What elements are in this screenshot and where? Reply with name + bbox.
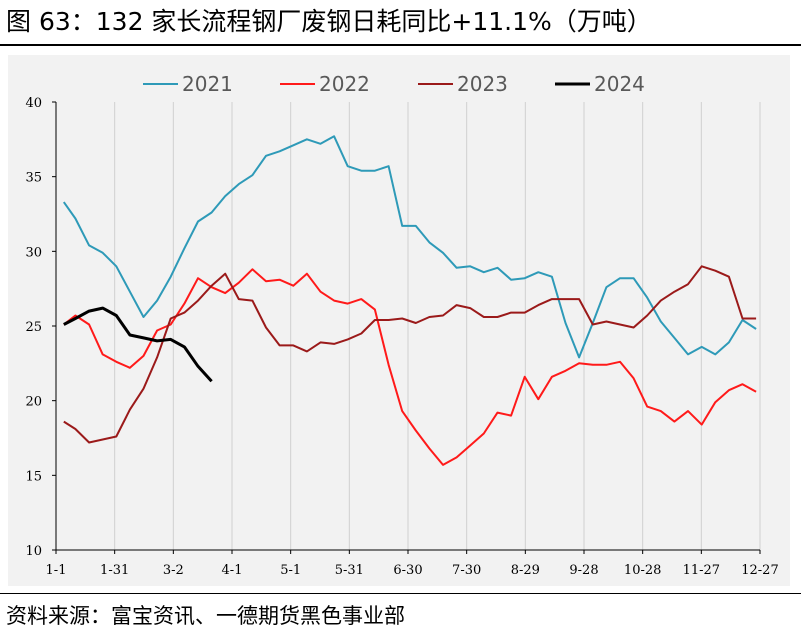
legend-label: 2021 <box>182 72 233 96</box>
x-tick-label: 1-1 <box>46 563 67 578</box>
chart-area: 10 15 20 25 30 35 40 1-1 1-31 3-2 4-1 5-1 5-31 6-30 7-… <box>8 55 790 586</box>
y-tick-label: 15 <box>25 469 42 484</box>
x-tick-label: 5-1 <box>280 563 301 578</box>
series-line-2022 <box>63 268 757 466</box>
x-tick-label: 7-30 <box>452 563 481 578</box>
x-tick-label: 3-2 <box>163 563 184 578</box>
legend-label: 2023 <box>457 72 508 96</box>
line-chart: 10 15 20 25 30 35 40 1-1 1-31 3-2 4-1 5-1 5-31 6-30 7-… <box>25 72 778 578</box>
legend-label: 2022 <box>319 72 370 96</box>
x-tick-label: 1-31 <box>100 563 129 578</box>
y-tick-label: 20 <box>25 395 42 410</box>
title-divider <box>0 44 801 46</box>
y-tick-label: 40 <box>25 96 42 111</box>
y-tick-label: 10 <box>25 544 42 559</box>
series-line-2024 <box>63 306 213 383</box>
y-tick-label: 35 <box>25 171 42 186</box>
source-divider <box>0 593 801 594</box>
x-tick-label: 8-29 <box>511 563 540 578</box>
series-line-2021 <box>62 135 757 359</box>
x-tick-label: 9-28 <box>569 563 598 578</box>
legend-item-2024: 2024 <box>555 72 645 96</box>
x-tick-label: 5-31 <box>335 563 364 578</box>
x-tick-label: 11-27 <box>683 563 720 578</box>
x-tick-label: 12-27 <box>741 563 778 578</box>
y-tick-label: 30 <box>25 245 42 260</box>
legend-item-2023: 2023 <box>418 72 508 96</box>
legend-item-2021: 2021 <box>143 72 233 96</box>
chart-title: 图 63：132 家长流程钢厂废钢日耗同比+11.1%（万吨） <box>6 7 652 36</box>
x-tick-label: 6-30 <box>393 563 422 578</box>
x-tick-label: 10-28 <box>624 563 661 578</box>
legend-label: 2024 <box>594 72 645 96</box>
legend-item-2022: 2022 <box>280 72 370 96</box>
y-tick-label: 25 <box>25 320 42 335</box>
series-line-2023 <box>63 265 757 444</box>
x-tick-label: 4-1 <box>222 563 243 578</box>
source-note: 资料来源：富宝资讯、一德期货黑色事业部 <box>6 604 405 628</box>
